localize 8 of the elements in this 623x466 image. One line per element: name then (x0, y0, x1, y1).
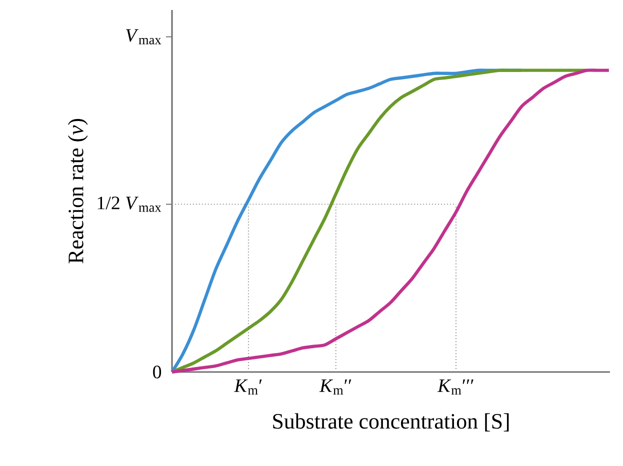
y-axis-title: Reaction rate (v) (68, 118, 88, 264)
x-axis-title: Substrate concentration [S] (273, 413, 509, 432)
text: V$_{max}$ (126, 29, 162, 44)
x-tick-label: K$_{m}$′ (234, 380, 262, 394)
text: 0 (153, 366, 162, 378)
ref-line-label: 1/2 V$_{max}$ (98, 196, 162, 212)
x-tick-label: K$_{m}$′′ (319, 380, 352, 394)
x-tick-label: K$_{m}$′′′ (437, 380, 474, 394)
